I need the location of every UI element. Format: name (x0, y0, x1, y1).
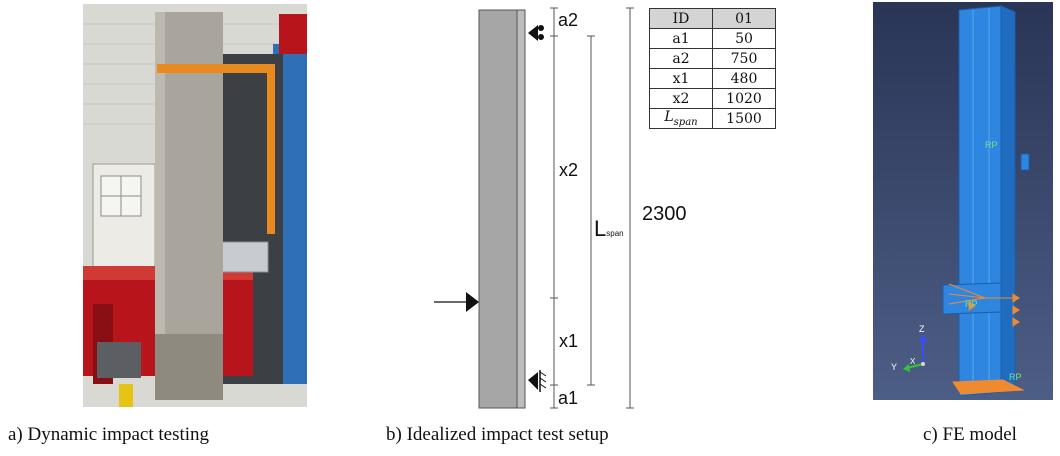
fe-model-render: RP RP RP Z Y X (873, 2, 1053, 400)
panel-a-photo (83, 4, 307, 407)
rp-label-bottom: RP (1009, 372, 1022, 382)
caption-c: c) FE model (923, 424, 1017, 445)
svg-text:Z: Z (919, 324, 925, 334)
rp-label-top: RP (985, 140, 998, 150)
table-cell-name: x2 (649, 88, 713, 109)
label-x2: x2 (559, 160, 578, 180)
svg-text:Y: Y (891, 362, 897, 372)
table-cell-name: a1 (649, 28, 713, 49)
top-support-icon (528, 25, 544, 41)
table-row: x2 1020 (649, 88, 776, 109)
column-body (478, 9, 518, 409)
table-row: Lspan 1500 (649, 108, 776, 129)
caption-a: a) Dynamic impact testing (8, 424, 210, 445)
table-row: a2 750 (649, 48, 776, 69)
table-header-value: 01 (712, 8, 776, 29)
label-a2: a2 (558, 10, 578, 30)
table-header-id: ID (649, 8, 713, 29)
label-lspan: Lspan (594, 216, 624, 241)
table-row: a1 50 (649, 28, 776, 49)
panel-b-diagram: a2 x2 Lspan 2300 x1 a1 (434, 7, 687, 409)
panel-c-fe-model: RP RP RP Z Y X (873, 2, 1053, 400)
label-total-length: 2300 (642, 203, 687, 225)
caption-b: b) Idealized impact test setup (386, 424, 609, 445)
label-x1: x1 (559, 331, 578, 351)
impact-test-photo (83, 4, 307, 407)
table-cell-value: 1500 (712, 108, 776, 129)
table-cell-name: x1 (649, 68, 713, 89)
impact-arrow-icon (434, 292, 479, 312)
rp-label-mid: RP (965, 299, 978, 309)
parameter-table: ID 01 a1 50 a2 750 x1 480 x2 1020 Lspan … (649, 8, 776, 129)
label-a1: a1 (558, 388, 578, 408)
table-cell-name: a2 (649, 48, 713, 69)
axis-triad-icon: Z Y X (891, 324, 927, 372)
table-cell-name: Lspan (649, 108, 713, 129)
table-header-row: ID 01 (649, 8, 776, 29)
column-face (516, 9, 526, 409)
table-cell-value: 1020 (712, 88, 776, 109)
svg-text:X: X (910, 357, 916, 366)
table-row: x1 480 (649, 68, 776, 89)
table-cell-value: 50 (712, 28, 776, 49)
table-cell-value: 480 (712, 68, 776, 89)
table-cell-value: 750 (712, 48, 776, 69)
bottom-support-icon (528, 370, 547, 392)
